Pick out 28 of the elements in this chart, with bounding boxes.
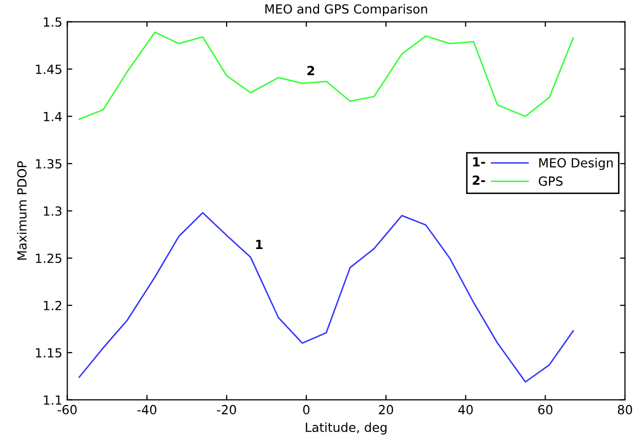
legend-label: GPS [538, 176, 563, 186]
annotation: 2 [307, 66, 314, 76]
line-series [78, 32, 574, 120]
legend-label: MEO Design [539, 158, 613, 170]
x-tick-label: 0 [303, 404, 310, 414]
y-tick-label: 1.3 [44, 206, 62, 216]
y-tick-label: 1.15 [36, 348, 62, 358]
y-axis-title: Maximum PDOP [16, 161, 27, 260]
annotation: 1- [473, 157, 486, 166]
x-axis-title: Latitude, deg [306, 422, 386, 434]
chart-title: MEO and GPS Comparison [265, 4, 428, 16]
annotation: 2- [472, 175, 486, 185]
x-tick-label: 60 [538, 404, 552, 414]
x-tick-label: 40 [458, 404, 473, 414]
y-tick-label: 1.35 [36, 159, 62, 169]
y-tick-label: 1.1 [44, 395, 62, 405]
y-tick-label: 1.25 [36, 254, 62, 264]
x-tick-label: -40 [137, 404, 156, 414]
x-tick-label: -60 [58, 404, 77, 414]
y-tick-label: 1.5 [44, 17, 62, 27]
annotation: 1 [256, 240, 263, 250]
x-tick-label: 20 [378, 404, 394, 414]
line-series [78, 212, 574, 383]
y-tick-label: 1.2 [44, 300, 62, 310]
x-tick-label: 80 [618, 404, 632, 414]
x-tick-label: -20 [217, 404, 236, 414]
y-tick-label: 1.4 [44, 112, 62, 122]
y-tick-label: 1.45 [36, 64, 62, 74]
